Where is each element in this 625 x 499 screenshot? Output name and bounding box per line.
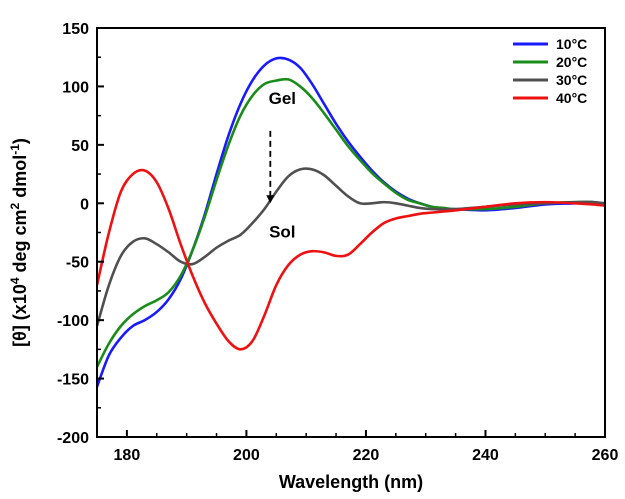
annotations: Gel Sol xyxy=(266,89,296,241)
legend-label-3: 30°C xyxy=(556,72,587,88)
x-axis-title: Wavelength (nm) xyxy=(279,472,423,492)
y-tick-label: 150 xyxy=(62,21,89,38)
y-tick-label: -150 xyxy=(57,372,89,389)
x-tick-label: 220 xyxy=(353,447,380,464)
y-tick-label: 100 xyxy=(62,79,89,96)
y-tick-label: 50 xyxy=(71,138,89,155)
y-axis-title-exp1: 4 xyxy=(8,277,22,284)
series-line-4 xyxy=(97,168,605,351)
plot-frame xyxy=(96,27,606,438)
y-axis-title-prefix: [θ] (x10 xyxy=(10,284,30,347)
annotation-sol: Sol xyxy=(269,222,295,241)
legend-label-1: 10°C xyxy=(556,36,587,52)
ticks-layer xyxy=(96,27,606,438)
y-axis-title: [θ] (x104 deg cm2 dmol-1) xyxy=(8,138,30,347)
y-axis-title-mid2: dmol xyxy=(10,155,30,203)
x-tick-label: 200 xyxy=(233,447,260,464)
y-axis-title-mid: deg cm xyxy=(10,209,30,277)
y-tick-label: -200 xyxy=(57,430,89,447)
y-tick-label: -50 xyxy=(66,255,89,272)
transition-arrow-head xyxy=(266,195,275,204)
annotation-gel: Gel xyxy=(269,89,296,108)
series-line-3 xyxy=(97,167,605,327)
y-axis-title-exp2: 2 xyxy=(8,202,22,209)
series-layer xyxy=(97,56,605,388)
x-tick-label: 260 xyxy=(592,447,619,464)
y-tick-label: 0 xyxy=(80,196,89,213)
y-tick-label: -100 xyxy=(57,313,89,330)
x-tick-label: 180 xyxy=(114,447,141,464)
y-axis-title-suffix: ) xyxy=(10,138,30,144)
y-axis-title-exp3: -1 xyxy=(8,144,22,155)
legend-label-4: 40°C xyxy=(556,90,587,106)
x-tick-label: 240 xyxy=(472,447,499,464)
legend-label-2: 20°C xyxy=(556,54,587,70)
legend: 10°C 20°C 30°C 40°C xyxy=(513,36,587,106)
labels-layer: 180 200 220 240 260 -200 -150 -100 -50 0 50 100 150 xyxy=(57,21,618,464)
